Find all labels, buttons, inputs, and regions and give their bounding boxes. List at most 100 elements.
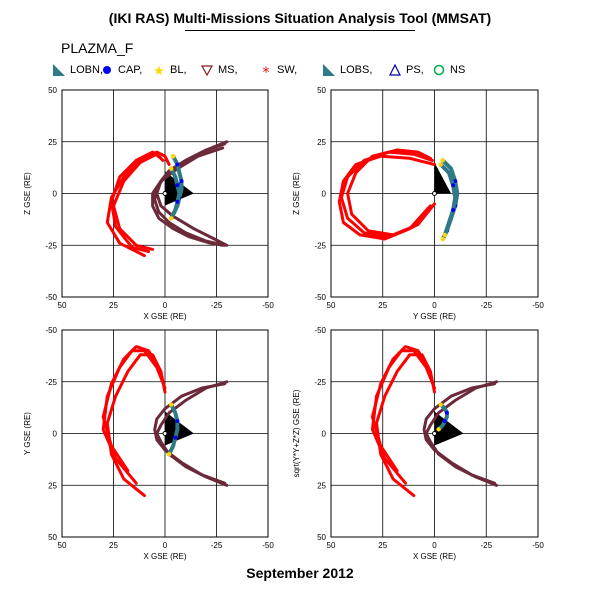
svg-text:*: * <box>263 65 270 77</box>
down-triangle-icon <box>200 65 214 77</box>
legend-item: CAP, <box>100 61 142 79</box>
orbit-track-lobe <box>438 162 458 237</box>
earth-shadow <box>434 411 464 446</box>
legend-label: MS, <box>218 64 238 76</box>
filled-triangle-icon <box>323 64 335 76</box>
legend-item: * SW, <box>259 61 298 79</box>
cap-marker <box>175 183 180 188</box>
plot-frame <box>330 89 539 298</box>
orbit-track-lobe <box>169 166 182 221</box>
x-axis-label: X GSE (RE) <box>413 552 456 561</box>
x-tick-label: -50 <box>262 541 274 550</box>
x-tick-label: 50 <box>58 541 67 550</box>
svg-text:★: ★ <box>153 64 165 77</box>
y-tick-label: -50 <box>45 293 57 302</box>
y-tick-label: -50 <box>314 326 326 335</box>
bl-marker <box>440 158 445 163</box>
y-tick-label: 25 <box>317 481 326 490</box>
x-axis-label: Y GSE (RE) <box>413 312 456 321</box>
asterisk-icon: * <box>263 65 270 77</box>
y-axis-label: Y GSE (RE) <box>23 412 32 455</box>
cap-marker <box>173 435 178 440</box>
star-icon: ★ <box>153 64 165 77</box>
x-tick-label: -50 <box>262 301 274 310</box>
y-tick-label: 50 <box>317 86 326 95</box>
x-tick-label: 50 <box>327 541 336 550</box>
x-tick-label: -25 <box>480 301 492 310</box>
open-triangle-icon <box>389 63 401 76</box>
x-tick-label: -50 <box>532 301 544 310</box>
x-axis-label: X GSE (RE) <box>143 552 186 561</box>
x-tick-label: -25 <box>211 541 223 550</box>
x-tick-label: -25 <box>480 541 492 550</box>
y-tick-label: 0 <box>322 190 327 199</box>
y-tick-label: 0 <box>53 190 58 199</box>
legend-label: CAP, <box>118 64 143 76</box>
earth-shadow <box>165 411 194 446</box>
x-tick-label: 50 <box>58 301 67 310</box>
y-tick-label: -25 <box>45 241 57 250</box>
date-label: September 2012 <box>246 565 354 581</box>
filled-circle-icon <box>103 66 111 74</box>
legend-label: SW, <box>277 64 298 76</box>
bl-marker <box>166 452 172 457</box>
bl-marker <box>438 402 443 407</box>
orbit-track-sw <box>101 349 167 485</box>
earth-marker <box>162 191 168 196</box>
y-tick-label: 25 <box>317 138 326 147</box>
x-tick-label: 0 <box>163 301 168 310</box>
earth-marker <box>162 431 168 436</box>
plot-frame <box>61 89 269 298</box>
x-tick-label: 25 <box>378 541 387 550</box>
orbit-track-ms <box>153 382 227 485</box>
bl-marker <box>168 216 174 221</box>
orbit-track-ms <box>422 382 496 485</box>
y-tick-label: 0 <box>53 430 58 439</box>
earth-marker <box>432 191 437 196</box>
earth-marker <box>432 431 437 436</box>
cap-marker <box>442 419 447 424</box>
x-axis-label: X GSE (RE) <box>143 312 186 321</box>
bl-marker <box>440 236 445 242</box>
y-tick-label: -25 <box>314 378 326 387</box>
orbit-track-ms <box>151 146 225 247</box>
y-tick-label: -25 <box>314 241 326 250</box>
plot-panel-x-yz: 50 25 0 -25 -50 -50 -25 0 25 50 X GSE (RE) sqrt(Y*Y… <box>292 326 544 561</box>
cap-marker <box>175 162 180 167</box>
bl-marker <box>442 232 448 238</box>
x-tick-label: -25 <box>211 301 223 310</box>
legend-item: NS <box>432 61 465 79</box>
y-tick-label: 25 <box>48 481 57 490</box>
plot-panel-x-z: 50 25 0 -25 -50 -50 -25 0 25 50 X GSE (RE) Z GSE (R… <box>23 86 274 321</box>
legend-item: ★ BL, <box>152 61 186 79</box>
plot-panel-x-y: 50 25 0 -25 -50 -50 -25 0 25 50 X GSE (RE) Y GSE (R… <box>23 326 274 561</box>
orbit-track-sw <box>370 345 432 473</box>
legend-label: PS, <box>406 64 424 76</box>
y-tick-label: 50 <box>48 533 57 542</box>
plot-frame <box>330 329 539 538</box>
cap-marker <box>451 183 456 188</box>
orbit-track-sw <box>112 152 165 251</box>
title-underline <box>185 30 415 31</box>
x-tick-label: 0 <box>432 301 437 310</box>
bl-marker <box>168 166 174 171</box>
earth-shadow <box>434 162 452 194</box>
x-tick-label: 0 <box>432 541 437 550</box>
legend-label: NS <box>450 64 466 76</box>
x-tick-label: 50 <box>327 301 336 310</box>
y-tick-label: -25 <box>45 378 57 387</box>
orbit-track-sw <box>105 150 171 258</box>
bl-marker <box>168 402 174 407</box>
y-tick-label: 50 <box>317 533 326 542</box>
y-axis-label: sqrt(Y*Y+Z*Z) GSE (RE) <box>292 389 301 477</box>
legend: LOBN, CAP, ★ BL, MS, * SW, LOBS, PS, NS <box>52 61 592 79</box>
orbit-track-lobe <box>167 402 180 457</box>
x-tick-label: 0 <box>163 541 168 550</box>
region-label: PLAZMA_F <box>61 40 134 56</box>
y-tick-label: -50 <box>45 326 57 335</box>
legend-label: LOBN, <box>70 64 104 76</box>
y-axis-label: Z GSE (RE) <box>23 172 32 215</box>
x-tick-label: -50 <box>532 541 544 550</box>
x-tick-label: 25 <box>378 301 387 310</box>
